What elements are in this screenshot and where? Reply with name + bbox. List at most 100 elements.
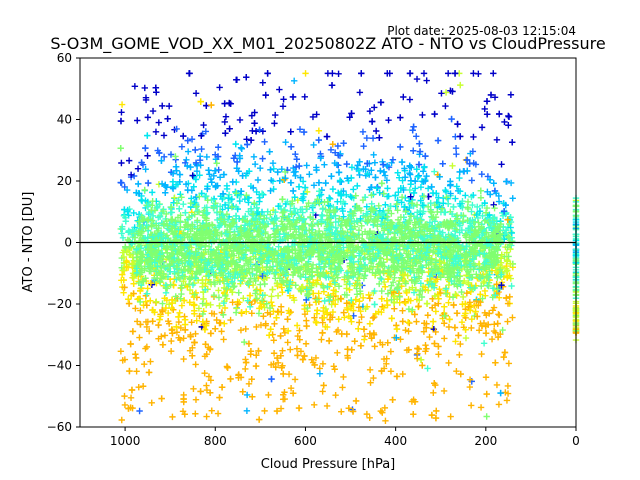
data-point — [441, 303, 448, 310]
data-point — [187, 163, 194, 171]
data-point — [233, 76, 241, 84]
data-point — [477, 404, 485, 411]
data-point — [143, 302, 151, 309]
data-point — [164, 115, 171, 123]
data-point — [306, 171, 313, 178]
data-point — [142, 144, 149, 152]
data-point — [117, 117, 125, 125]
data-point — [280, 96, 287, 103]
data-point — [484, 173, 492, 180]
data-point — [448, 115, 455, 123]
data-point — [295, 404, 303, 412]
data-point — [218, 328, 225, 335]
data-point — [192, 410, 199, 417]
data-point — [269, 159, 277, 167]
data-point — [405, 328, 412, 335]
data-point — [216, 174, 224, 181]
data-point — [340, 373, 347, 381]
data-point — [406, 96, 414, 103]
data-point — [270, 165, 277, 173]
data-point — [155, 321, 162, 329]
data-point — [165, 102, 173, 110]
data-point — [243, 391, 251, 399]
data-point — [289, 93, 297, 101]
data-point — [148, 189, 156, 196]
data-point — [500, 353, 507, 361]
data-point — [334, 349, 341, 357]
data-point — [157, 313, 164, 320]
data-point — [360, 142, 367, 150]
data-point — [178, 290, 185, 298]
data-point — [287, 179, 295, 186]
data-point — [279, 103, 287, 110]
data-point — [482, 374, 490, 381]
data-point — [144, 179, 152, 187]
data-point — [158, 395, 165, 402]
data-point — [453, 368, 460, 375]
data-point — [445, 299, 452, 306]
data-point — [463, 290, 471, 297]
data-point — [143, 323, 151, 331]
data-point — [287, 128, 294, 135]
data-point — [407, 171, 414, 178]
data-point — [207, 330, 215, 337]
data-point — [302, 340, 310, 347]
data-point — [232, 140, 239, 148]
data-point — [384, 193, 391, 200]
data-point — [128, 386, 136, 394]
data-point — [391, 305, 398, 312]
data-point — [141, 361, 148, 368]
data-point — [160, 132, 168, 139]
data-point — [122, 218, 130, 225]
data-point — [393, 325, 401, 333]
data-point — [301, 352, 308, 360]
data-point — [322, 179, 329, 187]
data-point — [130, 209, 137, 217]
data-point — [410, 147, 417, 154]
data-point — [284, 339, 291, 346]
data-point — [397, 143, 404, 151]
data-point — [207, 377, 215, 384]
data-point — [391, 274, 398, 282]
data-point — [184, 186, 191, 194]
data-point — [145, 327, 153, 335]
data-point — [371, 159, 379, 166]
data-point — [397, 114, 404, 121]
data-point — [287, 346, 294, 353]
data-point — [422, 152, 429, 160]
data-point — [372, 127, 380, 135]
data-point — [506, 293, 513, 300]
data-point — [289, 187, 297, 195]
data-point — [394, 169, 401, 176]
data-point — [251, 161, 259, 168]
data-point — [480, 340, 488, 347]
data-point — [317, 191, 325, 198]
data-point — [387, 368, 395, 375]
data-point — [435, 295, 442, 302]
data-point — [242, 365, 249, 373]
data-point — [366, 366, 374, 373]
data-point — [205, 373, 213, 380]
data-point — [274, 308, 281, 315]
data-point — [136, 334, 143, 341]
data-point — [315, 136, 322, 144]
data-point — [254, 176, 262, 184]
data-point — [327, 146, 335, 153]
data-point — [314, 307, 321, 314]
data-point — [401, 165, 408, 172]
data-point — [426, 333, 433, 341]
data-point — [227, 316, 234, 324]
data-point — [501, 118, 508, 126]
data-point — [192, 396, 200, 403]
data-point — [319, 329, 326, 337]
data-point — [299, 356, 307, 363]
data-point — [279, 288, 286, 296]
data-point — [468, 324, 475, 332]
data-point — [236, 197, 243, 205]
data-point — [169, 413, 176, 421]
data-point — [399, 318, 406, 325]
data-point — [376, 134, 383, 141]
data-point — [303, 188, 311, 196]
data-point — [462, 334, 470, 342]
data-point — [456, 133, 464, 140]
